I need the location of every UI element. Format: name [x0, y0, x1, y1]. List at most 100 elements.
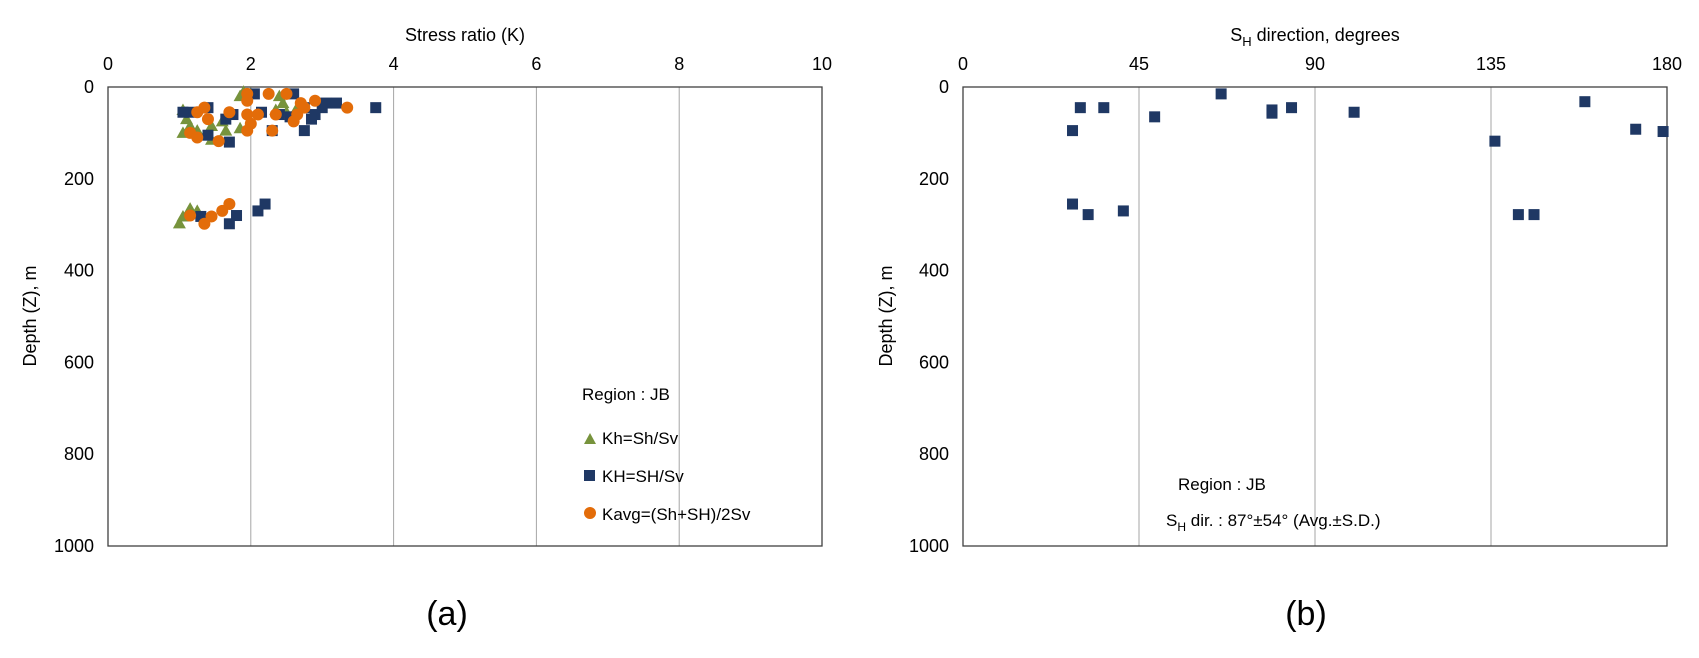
circle-data-point — [309, 94, 322, 107]
circle-data-point — [191, 106, 204, 119]
square-data-point — [298, 125, 310, 137]
circle-data-point — [341, 101, 354, 114]
circle-data-point — [184, 209, 197, 222]
y-tick-label: 800 — [919, 444, 949, 464]
triangle-data-point — [219, 124, 233, 136]
legend-entry-kh-max: KH=SH/Sv — [602, 467, 684, 486]
triangle-data-point — [205, 119, 219, 132]
square-data-point — [223, 136, 235, 148]
y-tick-label: 1000 — [54, 536, 94, 556]
panel-b-gridlines — [1138, 87, 1492, 546]
square-data-point — [1348, 106, 1360, 118]
panel-a-data-points — [172, 85, 382, 230]
panel-b-chart: 0 45 90 135 180 0 200 400 600 800 1000 SH directi… — [876, 25, 1682, 633]
square-data-point — [305, 113, 317, 125]
circle-data-point — [216, 204, 229, 217]
panel-a-y-ticks: 0 200 400 600 800 1000 — [54, 77, 94, 556]
y-tick-label: 200 — [919, 169, 949, 189]
panel-b-x-ticks: 0 45 90 135 180 — [958, 54, 1682, 74]
square-data-point — [320, 97, 332, 109]
panel-a-legend: Region : JB Kh=Sh/Sv KH=SH/Sv Kavg=(Sh+S… — [582, 385, 751, 524]
square-data-point — [223, 218, 235, 230]
square-data-point — [1067, 125, 1079, 137]
x-tick-label: 4 — [389, 54, 399, 74]
panel-a-x-ticks: 0 2 4 6 8 10 — [103, 54, 832, 74]
panel-b-y-ticks: 0 200 400 600 800 1000 — [909, 77, 949, 556]
x-tick-label: 45 — [1129, 54, 1149, 74]
x-tick-label: 0 — [103, 54, 113, 74]
square-data-point — [1215, 88, 1227, 100]
square-data-point — [1489, 135, 1501, 147]
circle-data-point — [205, 210, 218, 223]
legend-square-marker — [584, 470, 595, 481]
square-data-point — [288, 88, 300, 100]
square-data-point — [195, 210, 207, 222]
square-data-point — [1082, 209, 1094, 221]
panel-b-data-points — [1067, 88, 1669, 221]
circle-data-point — [251, 108, 264, 121]
square-data-point — [202, 129, 214, 141]
circle-data-point — [269, 108, 282, 121]
y-tick-label: 600 — [919, 352, 949, 372]
x-tick-label: 90 — [1305, 54, 1325, 74]
square-data-point — [370, 102, 382, 114]
x-tick-label: 10 — [812, 54, 832, 74]
panel-b-x-axis-title: SH direction, degrees — [1230, 25, 1400, 49]
y-tick-label: 0 — [84, 77, 94, 97]
y-tick-label: 400 — [64, 261, 94, 281]
x-tick-label: 135 — [1476, 54, 1506, 74]
square-data-point — [184, 106, 196, 118]
circle-data-point — [287, 115, 300, 128]
square-data-point — [1098, 102, 1110, 114]
square-data-point — [1149, 111, 1161, 123]
circle-data-point — [241, 94, 254, 107]
square-data-point — [1528, 209, 1540, 221]
panel-a-chart: 0 2 4 6 8 10 0 200 400 600 800 1000 Stress ratio (… — [20, 25, 832, 633]
panel-b-annotation-region: Region : JB — [1178, 475, 1266, 494]
panel-b-plot-frame — [962, 86, 1668, 547]
panel-a-y-axis-title: Depth (Z), m — [20, 265, 40, 366]
circle-data-point — [223, 106, 236, 119]
circle-data-point — [212, 135, 225, 148]
square-data-point — [1266, 107, 1278, 119]
y-tick-label: 600 — [64, 352, 94, 372]
circle-data-point — [262, 87, 275, 100]
square-data-point — [1630, 123, 1642, 135]
y-tick-label: 800 — [64, 444, 94, 464]
triangle-data-point — [276, 96, 290, 109]
legend-entry-kavg: Kavg=(Sh+SH)/2Sv — [602, 505, 751, 524]
square-data-point — [1512, 209, 1524, 221]
legend-triangle-marker — [584, 433, 596, 444]
panel-b-y-axis-title: Depth (Z), m — [876, 265, 896, 366]
panel-a-plot-frame — [107, 86, 823, 547]
panel-b-annotation-direction: SH dir. : 87°±54° (Avg.±S.D.) — [1166, 511, 1380, 534]
square-data-point — [248, 88, 260, 100]
square-data-point — [1117, 205, 1129, 217]
square-data-point — [330, 97, 342, 109]
square-data-point — [259, 198, 271, 210]
circle-data-point — [201, 113, 214, 126]
square-data-point — [1657, 126, 1669, 138]
square-data-point — [220, 113, 232, 125]
legend-entry-kh: Kh=Sh/Sv — [602, 429, 679, 448]
x-tick-label: 2 — [246, 54, 256, 74]
circle-data-point — [191, 131, 204, 144]
panel-a-x-axis-title: Stress ratio (K) — [405, 25, 525, 45]
y-tick-label: 200 — [64, 169, 94, 189]
legend-circle-marker — [584, 507, 596, 519]
circle-data-point — [266, 124, 279, 137]
square-data-point — [252, 205, 264, 217]
x-tick-label: 0 — [958, 54, 968, 74]
circle-data-point — [241, 108, 254, 121]
square-data-point — [1067, 198, 1079, 210]
y-tick-label: 0 — [939, 77, 949, 97]
panel-a-gridlines — [250, 87, 680, 546]
panel-a-legend-title: Region : JB — [582, 385, 670, 404]
y-tick-label: 400 — [919, 261, 949, 281]
panel-b-caption: (b) — [1285, 595, 1327, 633]
panel-a-caption: (a) — [426, 595, 468, 633]
square-data-point — [1074, 102, 1086, 114]
panel-b-annotation: Region : JB SH dir. : 87°±54° (Avg.±S.D.… — [1166, 475, 1380, 534]
square-data-point — [177, 106, 189, 118]
